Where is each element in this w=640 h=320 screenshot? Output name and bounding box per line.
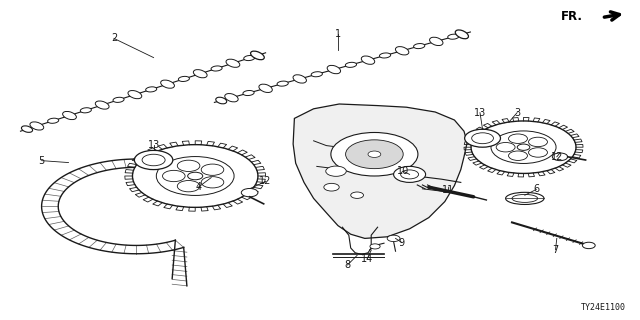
Circle shape — [201, 164, 224, 175]
Circle shape — [471, 121, 576, 173]
Circle shape — [346, 140, 403, 169]
Circle shape — [177, 180, 200, 192]
Ellipse shape — [128, 91, 141, 99]
Ellipse shape — [362, 56, 374, 64]
Text: 12: 12 — [259, 176, 272, 187]
Circle shape — [509, 151, 527, 160]
Ellipse shape — [193, 70, 207, 78]
Circle shape — [156, 156, 234, 196]
Ellipse shape — [396, 47, 409, 55]
Ellipse shape — [293, 75, 307, 83]
Ellipse shape — [259, 84, 272, 92]
Circle shape — [529, 148, 547, 157]
Text: FR.: FR. — [561, 10, 582, 22]
Circle shape — [552, 153, 568, 161]
Ellipse shape — [161, 80, 175, 88]
Ellipse shape — [429, 37, 443, 45]
Circle shape — [331, 132, 418, 176]
Text: 14: 14 — [361, 253, 374, 264]
Ellipse shape — [311, 72, 323, 77]
Text: 8: 8 — [344, 260, 351, 270]
Text: 4: 4 — [195, 182, 202, 192]
Ellipse shape — [179, 76, 189, 82]
Text: 2: 2 — [111, 33, 117, 44]
Ellipse shape — [346, 62, 356, 68]
Circle shape — [177, 160, 200, 172]
Text: 3: 3 — [514, 108, 520, 118]
Circle shape — [394, 166, 426, 182]
Ellipse shape — [506, 192, 544, 204]
Ellipse shape — [225, 93, 238, 102]
Text: 6: 6 — [533, 184, 540, 195]
Circle shape — [201, 177, 224, 188]
Circle shape — [472, 133, 493, 144]
Text: 13: 13 — [474, 108, 486, 118]
Ellipse shape — [63, 111, 76, 120]
Circle shape — [241, 188, 258, 197]
Text: TY24E1100: TY24E1100 — [581, 303, 626, 312]
Ellipse shape — [113, 97, 124, 102]
Ellipse shape — [95, 101, 109, 109]
Ellipse shape — [216, 97, 227, 104]
Ellipse shape — [413, 44, 425, 49]
Text: 5: 5 — [38, 156, 45, 166]
Ellipse shape — [448, 34, 459, 39]
Polygon shape — [293, 104, 467, 238]
Circle shape — [496, 142, 515, 152]
Circle shape — [582, 242, 595, 249]
Text: 11: 11 — [442, 185, 454, 196]
Circle shape — [351, 192, 364, 198]
Circle shape — [142, 154, 165, 166]
Text: 1: 1 — [335, 28, 341, 39]
Ellipse shape — [226, 59, 240, 67]
Ellipse shape — [47, 118, 59, 123]
Text: 13: 13 — [147, 140, 160, 150]
Circle shape — [134, 150, 173, 170]
Circle shape — [163, 170, 185, 182]
Circle shape — [529, 137, 547, 147]
Ellipse shape — [146, 87, 157, 92]
Circle shape — [326, 166, 346, 176]
Ellipse shape — [243, 91, 254, 96]
Ellipse shape — [22, 126, 33, 132]
Circle shape — [370, 244, 380, 249]
Ellipse shape — [244, 55, 255, 60]
Circle shape — [132, 145, 258, 207]
Circle shape — [324, 183, 339, 191]
Text: 10: 10 — [397, 166, 410, 176]
Ellipse shape — [380, 53, 390, 58]
Ellipse shape — [512, 194, 538, 203]
Circle shape — [401, 170, 419, 179]
Circle shape — [188, 172, 203, 180]
Ellipse shape — [30, 122, 44, 130]
Circle shape — [368, 151, 381, 157]
Text: 9: 9 — [399, 237, 405, 248]
Text: 7: 7 — [552, 244, 559, 255]
Ellipse shape — [251, 51, 264, 60]
Circle shape — [509, 134, 527, 143]
Ellipse shape — [80, 108, 92, 113]
Circle shape — [491, 131, 556, 164]
Circle shape — [517, 144, 530, 150]
Text: 12: 12 — [550, 152, 563, 162]
Circle shape — [465, 129, 500, 147]
Ellipse shape — [277, 81, 288, 86]
Ellipse shape — [327, 65, 340, 74]
Ellipse shape — [455, 30, 468, 39]
Circle shape — [387, 235, 400, 242]
Ellipse shape — [211, 66, 222, 71]
